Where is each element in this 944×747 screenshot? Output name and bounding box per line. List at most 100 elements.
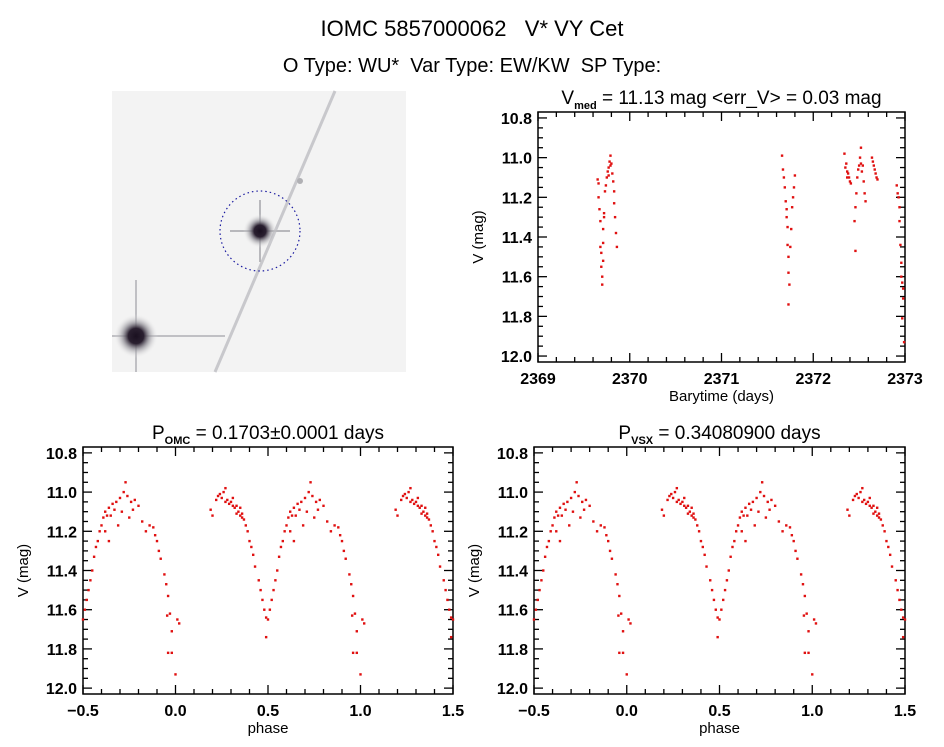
data-point <box>401 494 405 498</box>
y-tick-label: 11.4 <box>47 564 77 581</box>
data-point <box>433 539 436 543</box>
data-point <box>573 490 577 494</box>
data-point <box>791 196 795 199</box>
data-point <box>540 579 543 582</box>
y-tick-label: 11.6 <box>498 603 528 620</box>
data-point <box>588 504 591 508</box>
data-point <box>601 259 605 263</box>
data-point <box>666 498 669 502</box>
data-point <box>876 178 879 181</box>
data-point <box>858 156 862 159</box>
data-point <box>859 490 862 494</box>
data-point <box>871 160 875 163</box>
data-point <box>733 539 736 543</box>
data-point <box>675 500 679 504</box>
data-point <box>558 506 562 509</box>
data-point <box>569 496 573 500</box>
data-point <box>862 498 866 502</box>
data-point <box>606 170 609 173</box>
data-point <box>790 227 793 231</box>
data-point <box>579 516 582 519</box>
data-point <box>111 502 114 506</box>
data-point <box>898 598 901 602</box>
data-point <box>115 500 118 504</box>
x-tick-label: 2369 <box>520 371 556 388</box>
data-point <box>403 492 407 496</box>
data-point <box>790 534 794 537</box>
data-point <box>266 618 270 621</box>
data-point <box>233 506 236 509</box>
data-point <box>861 500 864 504</box>
x-tick-label: 1.5 <box>442 703 464 720</box>
data-point <box>890 565 894 568</box>
data-point <box>617 614 620 617</box>
data-point <box>231 504 235 508</box>
chart-title: POMC = 0.1703±0.0001 days <box>152 423 384 447</box>
data-point <box>683 496 686 500</box>
data-point <box>605 176 609 179</box>
data-point <box>863 192 866 195</box>
data-point <box>259 588 262 592</box>
data-point <box>843 152 846 155</box>
data-point <box>896 192 899 195</box>
data-point <box>607 166 610 169</box>
y-tick-label: 10.8 <box>501 111 532 128</box>
data-point <box>805 612 808 615</box>
chart-title-sub: med <box>574 100 597 112</box>
data-point <box>322 504 325 508</box>
data-point <box>538 588 541 592</box>
data-point <box>547 539 551 543</box>
data-point <box>718 618 721 621</box>
data-point <box>104 530 107 533</box>
data-point <box>257 579 260 582</box>
data-point <box>684 506 688 509</box>
data-point <box>89 579 92 582</box>
x-tick-label: 2370 <box>612 371 648 388</box>
data-point <box>727 569 730 572</box>
data-point <box>846 508 849 511</box>
data-point <box>762 494 766 498</box>
data-point <box>746 514 749 517</box>
data-point <box>116 524 120 527</box>
data-point <box>425 516 429 519</box>
x-tick-label: 2373 <box>887 371 923 388</box>
data-point <box>696 524 699 527</box>
y-tick-label: 12.0 <box>501 349 532 366</box>
data-point <box>318 498 321 502</box>
data-point <box>414 500 418 504</box>
data-point <box>326 520 329 523</box>
data-point <box>276 569 279 572</box>
data-point <box>609 164 612 167</box>
data-point <box>351 594 355 598</box>
data-point <box>359 673 362 676</box>
data-point <box>794 549 797 553</box>
data-point <box>723 588 727 592</box>
data-point <box>807 630 810 633</box>
data-point <box>599 245 602 249</box>
data-point <box>300 500 303 504</box>
data-point <box>409 500 412 504</box>
faint-star <box>297 178 303 184</box>
data-point <box>126 494 129 498</box>
data-point <box>283 530 286 533</box>
data-point <box>895 184 898 187</box>
data-point <box>679 502 682 506</box>
y-tick-label: 11.0 <box>498 485 528 502</box>
data-point <box>597 182 600 185</box>
data-point <box>424 506 427 509</box>
data-point <box>159 557 162 560</box>
data-point <box>218 492 222 496</box>
data-point <box>766 500 769 504</box>
data-point <box>396 514 399 517</box>
data-point <box>279 545 283 549</box>
data-point <box>420 512 423 515</box>
data-point <box>744 506 747 509</box>
data-point <box>782 176 786 179</box>
data-point <box>793 174 797 177</box>
data-point <box>788 526 792 529</box>
data-point <box>898 219 901 223</box>
data-point <box>740 510 743 513</box>
x-tick-label: 2372 <box>795 371 831 388</box>
data-point <box>785 215 788 219</box>
